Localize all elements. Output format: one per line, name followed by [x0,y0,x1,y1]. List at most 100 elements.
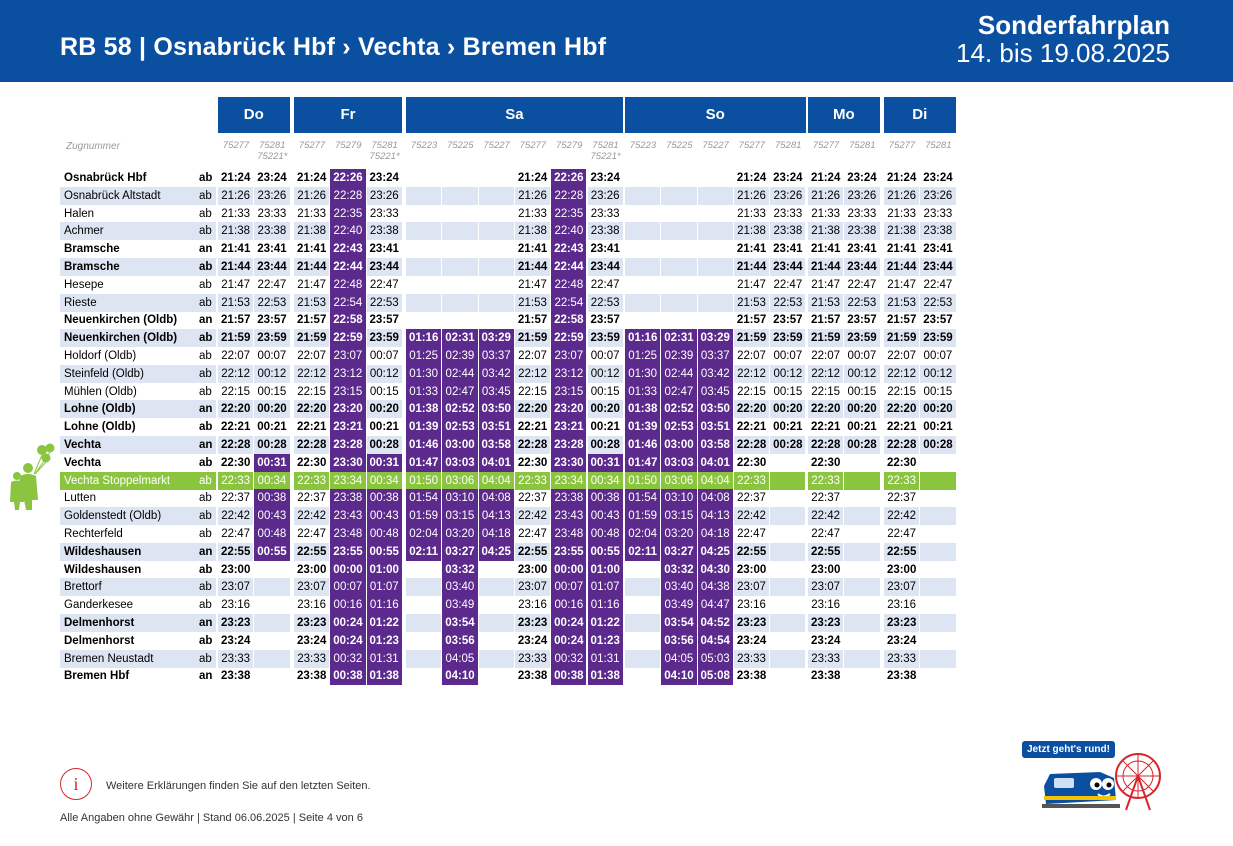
time-cell [770,489,807,508]
time-cell: 23:38 [551,489,588,508]
time-cell: 22:53 [587,293,624,312]
time-cell: 00:15 [588,382,624,401]
time-cell: 03:45 [697,382,734,401]
time-cell [406,258,443,276]
time-cell: 22:58 [551,311,588,330]
arrival-departure-marker: ab [199,261,213,273]
time-cell: 04:25 [697,542,734,561]
time-cell [442,222,479,241]
station-row-label: Bremen Neustadt ab [60,649,216,668]
time-cell [661,186,698,205]
station-name: Delmenhorst [64,617,135,629]
time-cell: 21:24 [294,169,331,187]
time-cell [920,631,957,650]
time-cell: 21:53 [514,293,552,312]
arrival-departure-marker: an [199,403,213,416]
time-cell: 04:13 [478,507,515,526]
train-number: 75277 [888,140,916,151]
station-name: Lohne (Oldb) [64,403,136,416]
time-cell: 21:24 [884,169,921,187]
time-cell: 21:47 [808,275,845,294]
time-cell: 21:47 [218,275,255,294]
time-cell: 03:49 [442,596,479,615]
time-cell [844,471,881,490]
time-cell: 04:05 [661,649,698,668]
arrival-departure-marker: ab [199,278,212,291]
time-cell: 03:00 [442,436,479,454]
time-cell: 22:21 [808,418,845,437]
station-row-label: Brettorf ab [60,578,216,597]
time-cell: 21:57 [734,311,771,330]
time-cell: 03:54 [442,614,479,632]
time-cell: 22:35 [551,204,588,223]
time-cell: 23:28 [551,436,588,454]
time-cell: 22:21 [294,418,331,437]
time-cell: 23:23 [218,614,255,632]
time-cell [844,649,881,668]
time-cell: 23:41 [367,240,403,259]
time-cell: 01:16 [406,329,443,348]
time-cell: 22:21 [734,418,771,437]
time-cell: 22:07 [884,347,921,365]
time-cell: 22:12 [514,364,552,383]
time-cell: 00:24 [330,631,367,650]
time-cell: 22:47 [515,525,552,543]
time-cell [770,596,807,615]
time-cell: 03:58 [478,436,515,454]
time-cell: 23:55 [551,542,588,561]
train-number: 75277 [738,140,766,151]
time-cell [254,578,291,597]
time-cell: 22:37 [218,489,255,508]
station-name: Holdorf (Oldb) [64,350,137,362]
time-cell: 01:50 [625,471,662,490]
time-cell: 23:24 [884,631,921,650]
time-cell: 01:33 [625,382,662,401]
time-cell [625,667,662,686]
station-name: Brettorf [64,581,102,594]
station-row-label: Mühlen (Oldb) ab [60,383,216,401]
time-cell: 01:33 [406,382,443,401]
time-cell: 04:30 [697,560,734,579]
time-cell: 21:38 [808,222,845,241]
time-cell [254,560,291,579]
time-cell [625,578,662,597]
time-cell: 23:57 [920,311,957,330]
time-cell: 00:07 [844,347,881,365]
time-cell: 22:33 [808,471,845,490]
time-cell: 21:33 [515,204,552,223]
station-name: Bramsche [64,243,120,256]
time-cell: 04:10 [661,667,698,686]
time-cell: 22:20 [218,400,255,419]
time-cell: 22:54 [330,293,367,312]
time-cell: 21:57 [808,311,845,330]
time-cell: 23:15 [330,382,367,401]
time-cell: 00:21 [770,418,807,437]
time-cell: 02:39 [661,347,698,365]
time-cell [254,614,291,632]
arrival-departure-marker: an [199,314,213,327]
time-cell: 23:23 [514,614,552,632]
time-cell: 22:15 [218,382,255,401]
time-cell: 03:51 [697,418,734,437]
time-cell [698,204,734,223]
station-row-label: Wildeshausen an [60,542,216,561]
station-name: Bramsche [64,261,120,273]
time-cell: 23:38 [734,667,771,686]
time-cell [697,222,734,241]
time-cell: 03:32 [661,560,698,579]
time-cell: 00:43 [366,507,403,526]
time-cell [770,542,807,561]
time-cell: 23:00 [808,560,845,579]
time-cell: 23:07 [330,347,367,365]
time-cell: 04:38 [697,578,734,597]
time-cell: 22:30 [515,453,552,472]
time-cell: 23:24 [294,631,331,650]
time-cell: 21:59 [733,329,771,348]
time-cell: 03:58 [697,436,734,454]
time-cell: 21:33 [808,204,845,223]
time-cell: 03:15 [442,507,479,526]
special-schedule-label: Sonderfahrplan [977,10,1170,40]
time-cell: 21:24 [808,169,845,187]
time-cell [406,186,443,205]
time-cell: 22:30 [808,453,845,472]
